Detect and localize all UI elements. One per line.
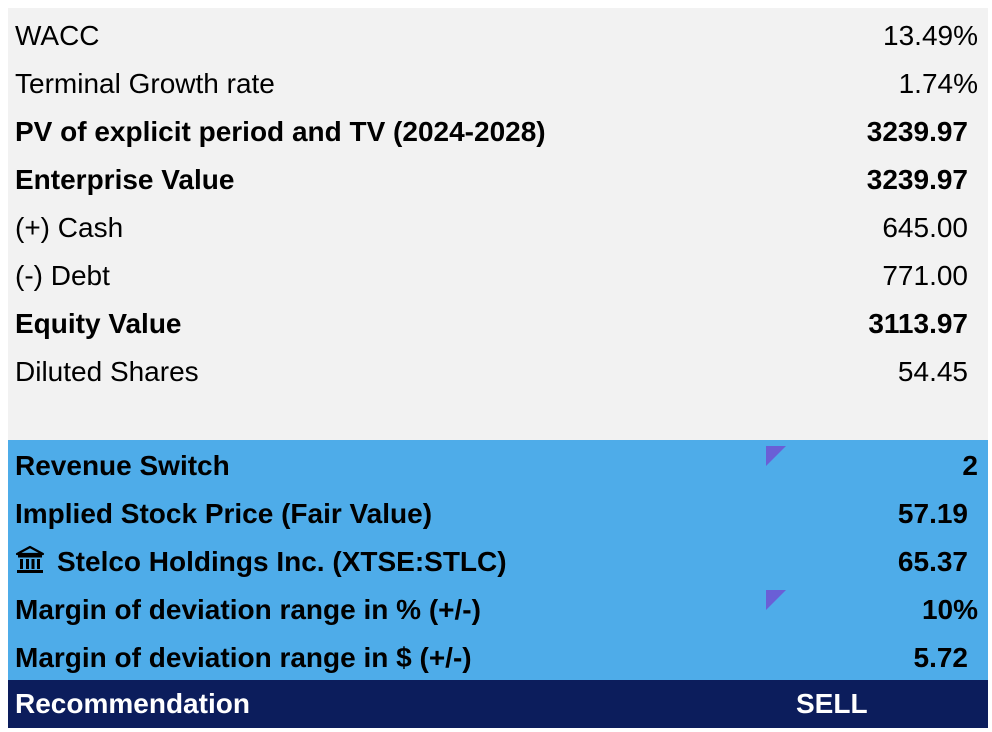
- row-implied-stock-price[interactable]: Implied Stock Price (Fair Value) 57.19: [8, 490, 988, 538]
- row-debt[interactable]: (-) Debt 771.00: [8, 252, 988, 300]
- row-value: 57.19: [897, 498, 968, 529]
- row-value: 645.00: [882, 212, 968, 243]
- row-value: 5.72: [913, 642, 969, 673]
- row-diluted-shares[interactable]: Diluted Shares 54.45: [8, 348, 988, 396]
- comment-marker-icon[interactable]: [766, 590, 786, 610]
- row-value: 3239.97: [866, 164, 968, 195]
- row-label: (-) Debt: [15, 260, 110, 291]
- comment-marker-icon[interactable]: [766, 446, 786, 466]
- row-label: Implied Stock Price (Fair Value): [15, 498, 433, 529]
- row-enterprise-value[interactable]: Enterprise Value 3239.97: [8, 156, 988, 204]
- row-pv-explicit-period[interactable]: PV of explicit period and TV (2024-2028)…: [8, 108, 988, 156]
- row-recommendation[interactable]: Recommendation SELL: [8, 680, 988, 728]
- row-terminal-growth-rate[interactable]: Terminal Growth rate 1.74%: [8, 60, 988, 108]
- row-label: (+) Cash: [15, 212, 124, 243]
- row-label: Enterprise Value: [15, 164, 235, 195]
- row-value: 3113.97: [868, 308, 968, 339]
- row-revenue-switch[interactable]: Revenue Switch 2: [8, 442, 988, 490]
- row-value: 65.37: [897, 546, 968, 577]
- row-equity-value[interactable]: Equity Value 3113.97: [8, 300, 988, 348]
- row-label: Revenue Switch: [15, 450, 230, 481]
- summary-section-background: [8, 440, 988, 680]
- row-label: Equity Value: [15, 308, 182, 339]
- row-label: WACC: [15, 20, 100, 51]
- row-value: 2: [962, 450, 978, 481]
- row-label: PV of explicit period and TV (2024-2028): [15, 116, 546, 147]
- row-value: 1.74%: [898, 68, 978, 99]
- row-value: 10%: [921, 594, 978, 625]
- valuation-section-background: [8, 8, 988, 440]
- recommendation-section-background: [8, 680, 988, 728]
- row-wacc[interactable]: WACC 13.49%: [8, 12, 988, 60]
- row-value: 771.00: [882, 260, 968, 291]
- row-label-with-icon: Stelco Holdings Inc. (XTSE:STLC): [15, 538, 507, 586]
- bank-icon: [15, 545, 45, 573]
- row-value: 54.45: [897, 356, 968, 387]
- row-margin-dollar[interactable]: Margin of deviation range in $ (+/-) 5.7…: [8, 634, 988, 682]
- row-label: Terminal Growth rate: [15, 68, 275, 99]
- row-value: 3239.97: [866, 116, 968, 147]
- recommendation-label: Recommendation: [15, 688, 250, 719]
- row-margin-percent[interactable]: Margin of deviation range in % (+/-) 10%: [8, 586, 988, 634]
- row-label: Margin of deviation range in % (+/-): [15, 594, 481, 625]
- row-stock-ticker[interactable]: Stelco Holdings Inc. (XTSE:STLC) 65.37: [8, 538, 988, 586]
- row-value: 13.49%: [883, 20, 978, 51]
- recommendation-value: SELL: [796, 688, 868, 719]
- row-label: Margin of deviation range in $ (+/-): [15, 642, 472, 673]
- ticker-label: Stelco Holdings Inc. (XTSE:STLC): [57, 546, 507, 577]
- row-label: Diluted Shares: [15, 356, 199, 387]
- row-cash[interactable]: (+) Cash 645.00: [8, 204, 988, 252]
